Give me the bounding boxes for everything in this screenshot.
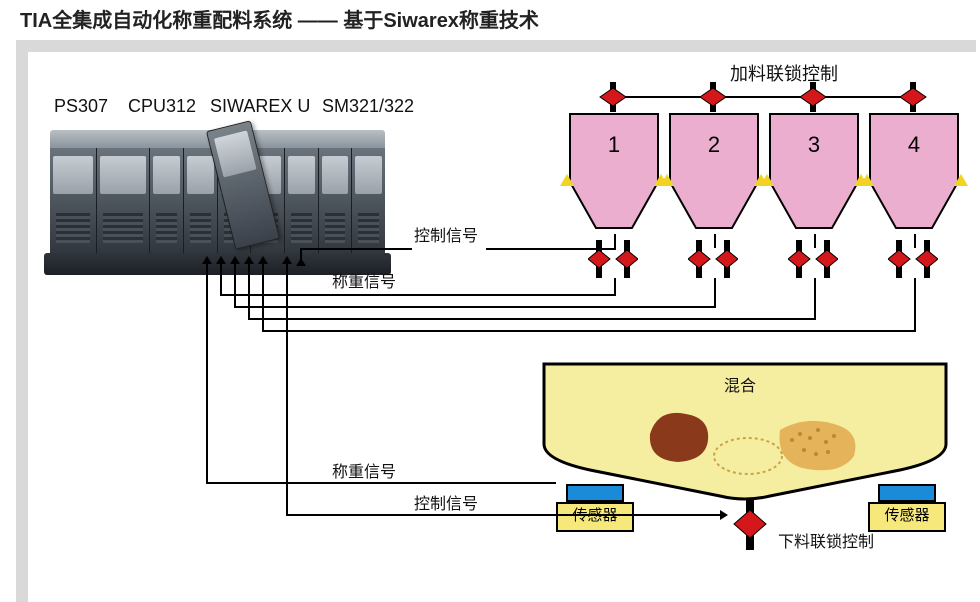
hopper-2: 2 [668,112,758,236]
label-control-signal-mixer: 控制信号 [414,490,478,514]
sensor-box-right: 传感器 [868,502,946,532]
loadcell-right [878,484,936,502]
hopper-1: 1 [568,112,658,236]
feed-valve-4 [896,82,930,112]
label-discharge-interlock: 下料联锁控制 [778,528,874,552]
sensor-tri [660,174,674,186]
label-mix: 混合 [724,372,756,396]
feed-valve-2 [696,82,730,112]
feed-valve-3 [796,82,830,112]
discharge-valve-1 [588,240,638,274]
page-title: TIA全集成自动化称重配料系统 —— 基于Siwarex称重技术 [20,4,539,33]
label-weigh-signal-mixer: 称重信号 [332,458,396,482]
hopper-4: 4 [868,112,958,236]
plc-label-siwarex: SIWAREX U [210,96,310,117]
sensor-box-left: 传感器 [556,502,634,532]
loadcell-left [566,484,624,502]
label-control-signal-top: 控制信号 [414,222,478,246]
plc-rack [50,130,385,275]
plc-label-sm: SM321/322 [322,96,414,117]
sensor-tri [560,174,574,186]
svg-text:3: 3 [808,132,820,157]
label-weigh-signal-top: 称重信号 [332,268,396,292]
mixer-discharge-valve [730,498,770,546]
sensor-tri [860,174,874,186]
plc-label-ps: PS307 [54,96,108,117]
svg-text:1: 1 [608,132,620,157]
plc-label-cpu: CPU312 [128,96,196,117]
sensor-tri [760,174,774,186]
discharge-valve-4 [888,240,938,274]
hopper-3: 3 [768,112,858,236]
sensor-tri [954,174,968,186]
svg-text:4: 4 [908,132,920,157]
feed-valve-1 [596,82,630,112]
svg-text:2: 2 [708,132,720,157]
discharge-valve-2 [688,240,738,274]
discharge-valve-3 [788,240,838,274]
feed-bus-line [608,96,920,98]
